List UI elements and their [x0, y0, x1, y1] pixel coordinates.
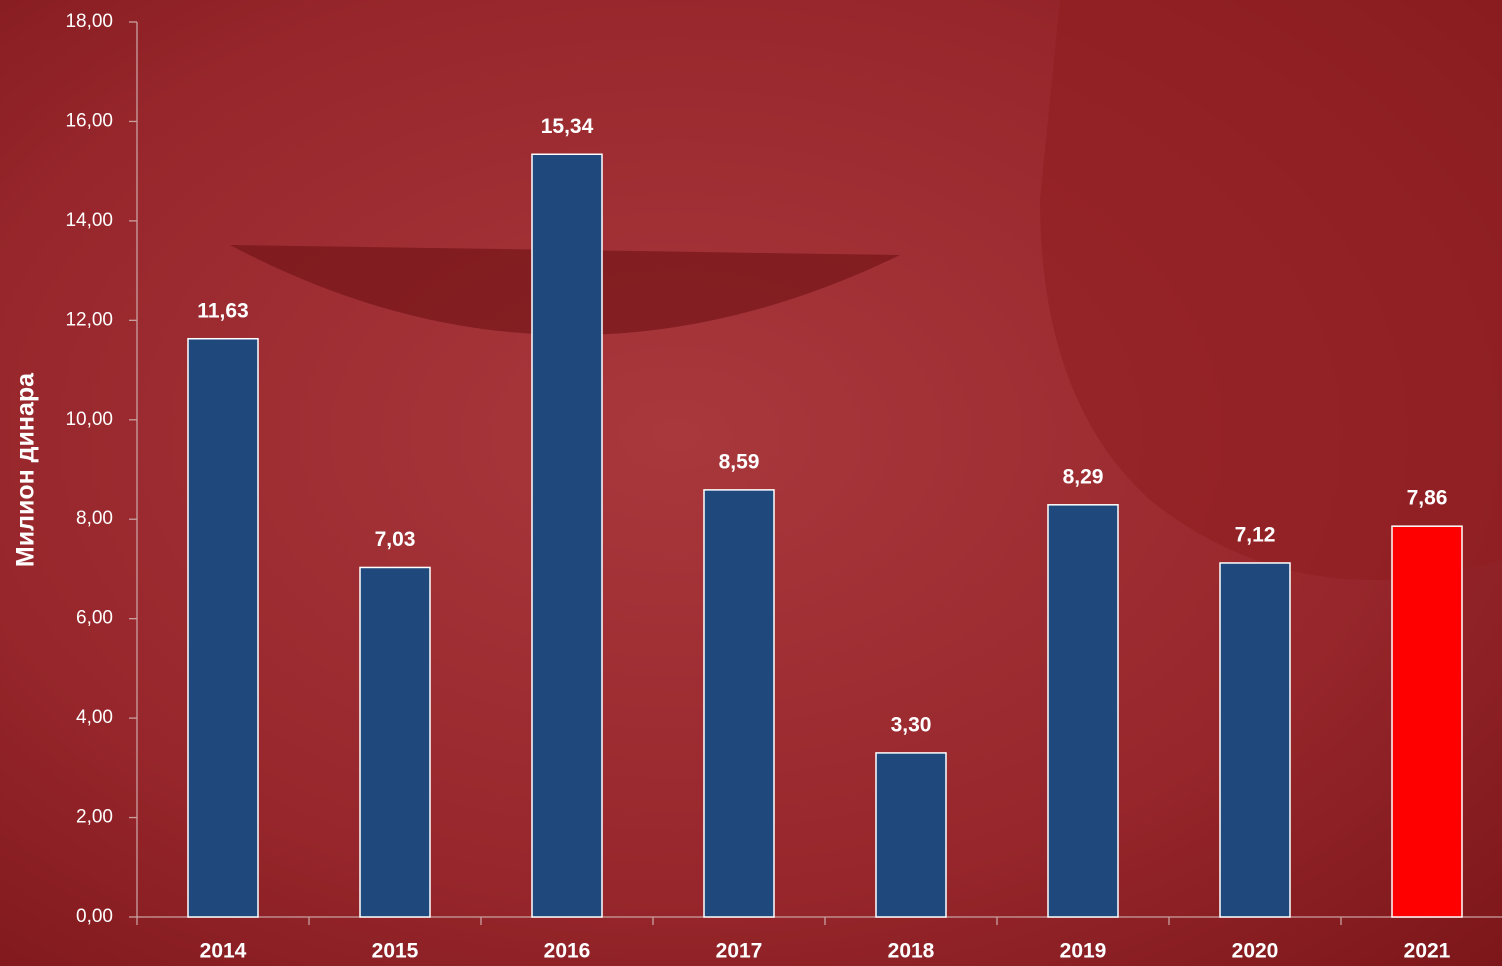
- y-tick-label: 12,00: [65, 309, 113, 330]
- value-label: 8,59: [719, 450, 760, 473]
- y-tick-label: 2,00: [76, 807, 113, 828]
- y-tick-label: 8,00: [76, 508, 113, 529]
- y-tick-label: 16,00: [65, 110, 113, 131]
- bar: [703, 489, 775, 918]
- value-label: 8,29: [1063, 465, 1104, 488]
- y-tick-label: 14,00: [65, 210, 113, 231]
- bar: [1391, 525, 1463, 918]
- emblem-shape: [1040, 0, 1502, 580]
- y-tick-label: 0,00: [76, 906, 113, 927]
- x-tick-label: 2015: [372, 940, 419, 963]
- y-axis-label: Милион динара: [12, 372, 40, 567]
- x-tick-label: 2014: [200, 940, 247, 963]
- value-label: 7,03: [375, 528, 416, 551]
- value-label: 3,30: [891, 713, 932, 736]
- y-tick-label: 18,00: [65, 11, 113, 32]
- bar: [1219, 562, 1291, 918]
- bar: [1047, 504, 1119, 918]
- bar: [875, 752, 947, 918]
- value-label: 15,34: [541, 115, 594, 138]
- value-label: 11,63: [197, 299, 248, 322]
- bar: [187, 337, 259, 918]
- bar: [531, 153, 603, 918]
- y-tick-label: 10,00: [65, 409, 113, 430]
- y-tick-label: 6,00: [76, 608, 113, 629]
- x-tick-label: 2017: [716, 940, 763, 963]
- x-tick-label: 2016: [544, 940, 591, 963]
- x-tick-label: 2020: [1232, 940, 1279, 963]
- y-tick-label: 4,00: [76, 707, 113, 728]
- x-tick-label: 2018: [888, 940, 935, 963]
- bar: [359, 566, 431, 918]
- value-label: 7,12: [1235, 524, 1276, 547]
- value-label: 7,86: [1407, 487, 1448, 510]
- x-tick-label: 2021: [1404, 940, 1451, 963]
- x-tick-label: 2019: [1060, 940, 1107, 963]
